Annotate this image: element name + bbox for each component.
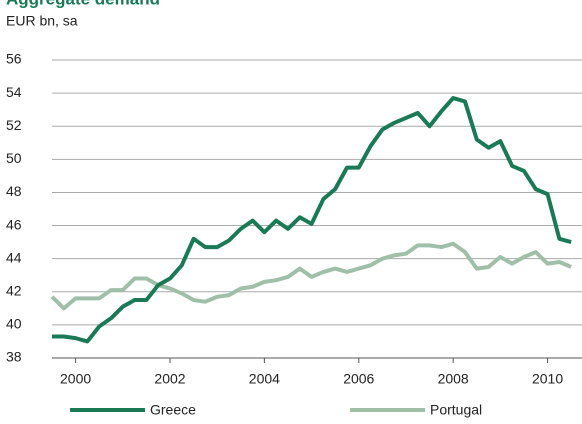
- series-line: [50, 241, 572, 311]
- y-tick-label: 54: [6, 84, 22, 100]
- x-tick-label: 2008: [438, 371, 469, 387]
- legend-label: Portugal: [430, 402, 482, 418]
- y-tick-label: 40: [6, 316, 22, 332]
- y-tick-label: 50: [6, 150, 22, 166]
- y-tick-label: 48: [6, 183, 22, 199]
- y-tick-label: 46: [6, 216, 22, 232]
- x-tick-label: 2000: [60, 371, 91, 387]
- y-tick-label: 56: [6, 51, 22, 67]
- chart-title: Aggregate demand: [6, 0, 160, 8]
- series-line: [52, 96, 572, 344]
- chart-subtitle: EUR bn, sa: [6, 13, 78, 29]
- x-tick-label: 2010: [532, 371, 563, 387]
- x-tick-label: 2002: [154, 371, 185, 387]
- y-tick-label: 38: [6, 349, 22, 365]
- y-tick-label: 42: [6, 282, 22, 298]
- x-tick-label: 2006: [343, 371, 374, 387]
- x-tick-label: 2004: [249, 371, 280, 387]
- y-tick-label: 44: [6, 249, 22, 265]
- legend-label: Greece: [150, 402, 196, 418]
- y-tick-label: 52: [6, 117, 22, 133]
